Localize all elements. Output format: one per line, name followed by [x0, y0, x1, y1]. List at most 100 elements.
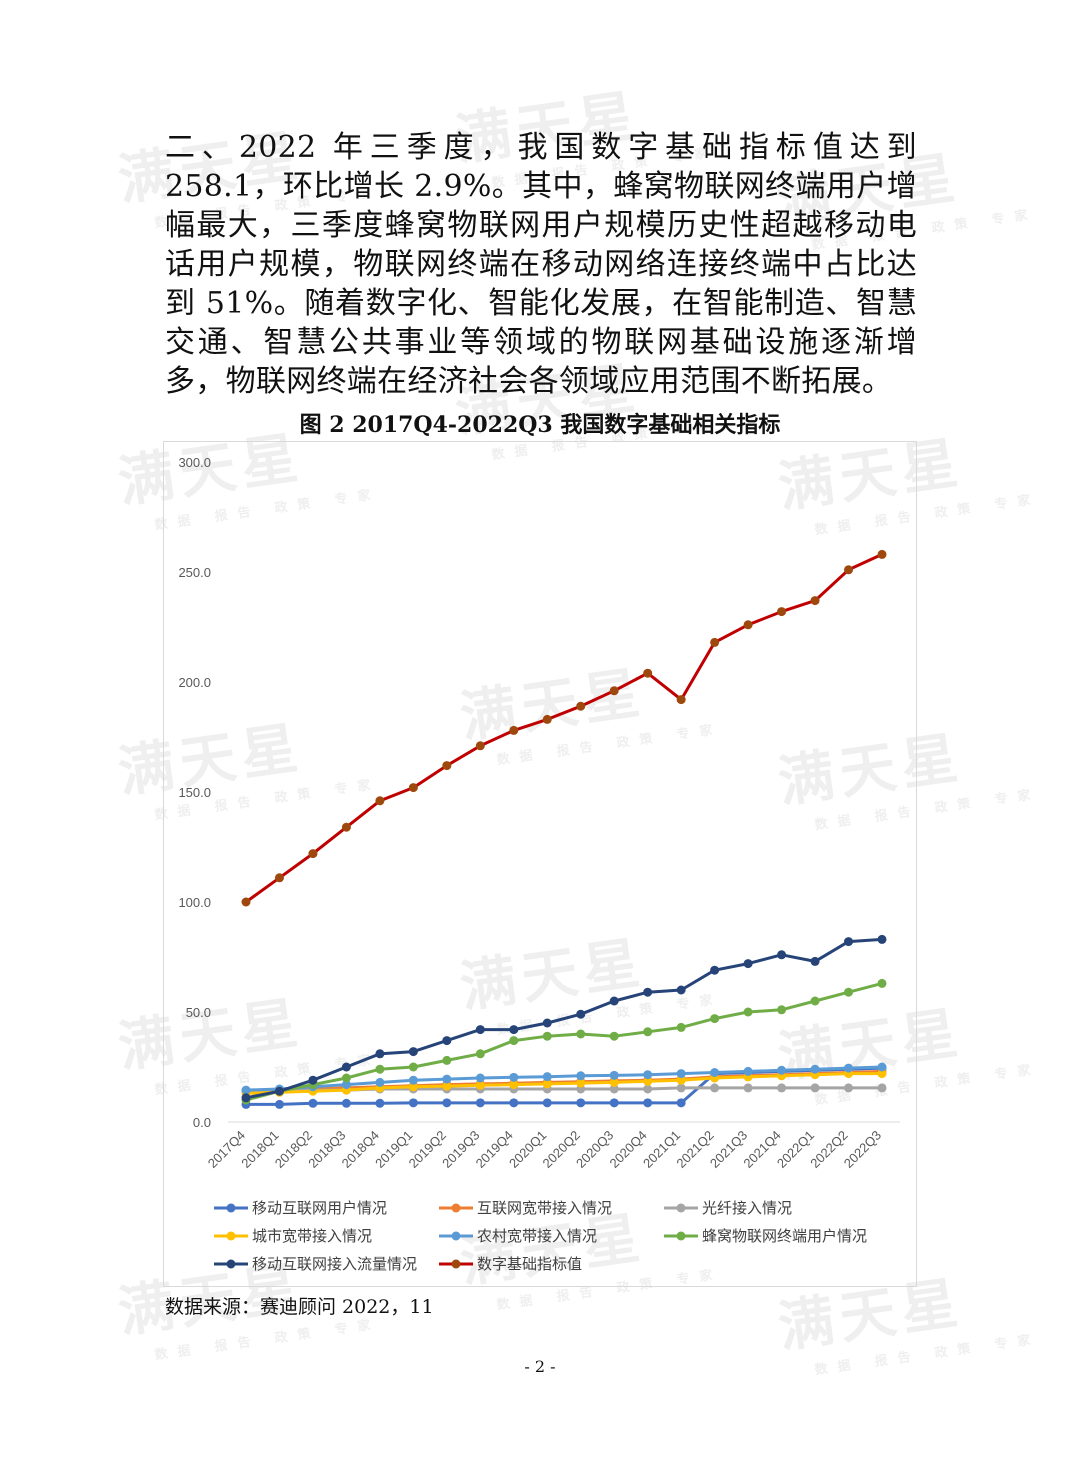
data-point: [408, 783, 418, 793]
data-point: [676, 1075, 686, 1085]
data-point: [676, 695, 686, 705]
data-point: [442, 1098, 452, 1108]
legend-label: 农村宽带接入情况: [477, 1227, 597, 1245]
legend-swatch-marker: [451, 1231, 461, 1241]
data-point: [274, 1086, 284, 1096]
data-point: [408, 1062, 418, 1072]
data-point: [576, 1009, 586, 1019]
series-农村宽带接入情况: [241, 1062, 887, 1095]
data-point: [643, 1070, 653, 1080]
data-point: [475, 741, 485, 751]
data-point: [676, 1022, 686, 1032]
data-point: [308, 1098, 318, 1108]
data-point: [643, 987, 653, 997]
data-point: [777, 1065, 787, 1075]
chart-frame: 0.0 50.0 100.0 150.0 200.0 250.0 300.0 2017Q4 2…: [163, 441, 917, 1287]
data-point: [542, 1031, 552, 1041]
data-point: [341, 1073, 351, 1083]
legend-swatch-marker: [226, 1259, 236, 1269]
data-point: [609, 686, 619, 696]
legend-label: 城市宽带接入情况: [252, 1227, 372, 1245]
x-axis: 2017Q42018Q12018Q22018Q32018Q42019Q12019…: [205, 1121, 900, 1171]
data-point: [375, 1098, 385, 1108]
data-point: [576, 701, 586, 711]
data-point: [408, 1075, 418, 1085]
y-tick-label: 150.0: [178, 785, 211, 800]
y-tick-label: 100.0: [178, 895, 211, 910]
data-point: [241, 897, 251, 907]
legend-item: 蜂窝物联网终端用户情况: [664, 1227, 867, 1245]
data-point: [442, 1036, 452, 1046]
series-line: [245, 1065, 883, 1092]
legend-item: 移动互联网接入流量情况: [214, 1255, 417, 1273]
data-point: [877, 934, 887, 944]
legend-item: 城市宽带接入情况: [214, 1227, 372, 1245]
data-point: [777, 1083, 787, 1093]
data-point: [877, 1083, 887, 1093]
data-point: [710, 1014, 720, 1024]
data-point: [844, 937, 854, 947]
data-point: [844, 1083, 854, 1093]
data-point: [241, 1085, 251, 1095]
data-point: [408, 1047, 418, 1057]
legend-swatch-marker: [451, 1259, 461, 1269]
data-point: [777, 1005, 787, 1015]
series-蜂窝物联网终端用户情况: [241, 978, 887, 1105]
legend-item: 移动互联网用户情况: [214, 1199, 387, 1217]
data-point: [475, 1098, 485, 1108]
data-point: [442, 1055, 452, 1065]
body-paragraph: 二、2022 年三季度，我国数字基础指标值达到 258.1，环比增长 2.9%。…: [165, 130, 917, 399]
data-point: [609, 1077, 619, 1087]
data-point: [810, 956, 820, 966]
data-point: [442, 1081, 452, 1091]
legend-label: 互联网宽带接入情况: [477, 1199, 612, 1217]
legend-item: 数字基础指标值: [439, 1255, 582, 1273]
data-point: [375, 1064, 385, 1074]
data-point: [274, 1099, 284, 1109]
data-point: [643, 1076, 653, 1086]
data-point: [710, 965, 720, 975]
data-point: [844, 987, 854, 997]
data-source-note: 数据来源：赛迪顾问 2022，11: [165, 1296, 434, 1318]
data-point: [643, 1084, 653, 1094]
legend-label: 光纤接入情况: [702, 1199, 792, 1217]
data-point: [710, 1068, 720, 1077]
data-point: [743, 620, 753, 630]
data-point: [844, 1063, 854, 1073]
data-point: [475, 1080, 485, 1090]
data-point: [609, 1031, 619, 1041]
legend-label: 蜂窝物联网终端用户情况: [702, 1227, 867, 1245]
data-point: [241, 1093, 251, 1103]
data-point: [877, 978, 887, 988]
data-point: [408, 1098, 418, 1108]
data-point: [710, 637, 720, 647]
y-tick-label: 250.0: [178, 565, 211, 580]
data-point: [509, 725, 519, 735]
data-point: [576, 1078, 586, 1088]
data-point: [810, 1064, 820, 1074]
data-point: [308, 849, 318, 859]
data-point: [710, 1083, 720, 1093]
legend-swatch-marker: [226, 1203, 236, 1213]
data-point: [609, 996, 619, 1006]
legend-item: 农村宽带接入情况: [439, 1227, 597, 1245]
watermark-sub-text: 数据 报告 政策 专家: [153, 1316, 382, 1364]
data-point: [576, 1029, 586, 1039]
data-point: [542, 714, 552, 724]
legend-label: 数字基础指标值: [477, 1255, 582, 1273]
y-tick-label: 0.0: [193, 1115, 211, 1130]
data-point: [676, 985, 686, 995]
page-number: - 2 -: [524, 1357, 556, 1376]
y-tick-label: 300.0: [178, 455, 211, 470]
data-point: [643, 1098, 653, 1108]
data-point: [777, 607, 787, 617]
data-point: [375, 1077, 385, 1087]
data-point: [810, 996, 820, 1006]
y-tick-label: 50.0: [186, 1005, 211, 1020]
data-point: [743, 959, 753, 969]
y-axis-tick-labels: 0.0 50.0 100.0 150.0 200.0 250.0 300.0: [178, 455, 211, 1130]
series-line: [245, 937, 883, 1100]
data-point: [676, 1098, 686, 1108]
data-point: [509, 1036, 519, 1046]
data-point: [676, 1069, 686, 1079]
